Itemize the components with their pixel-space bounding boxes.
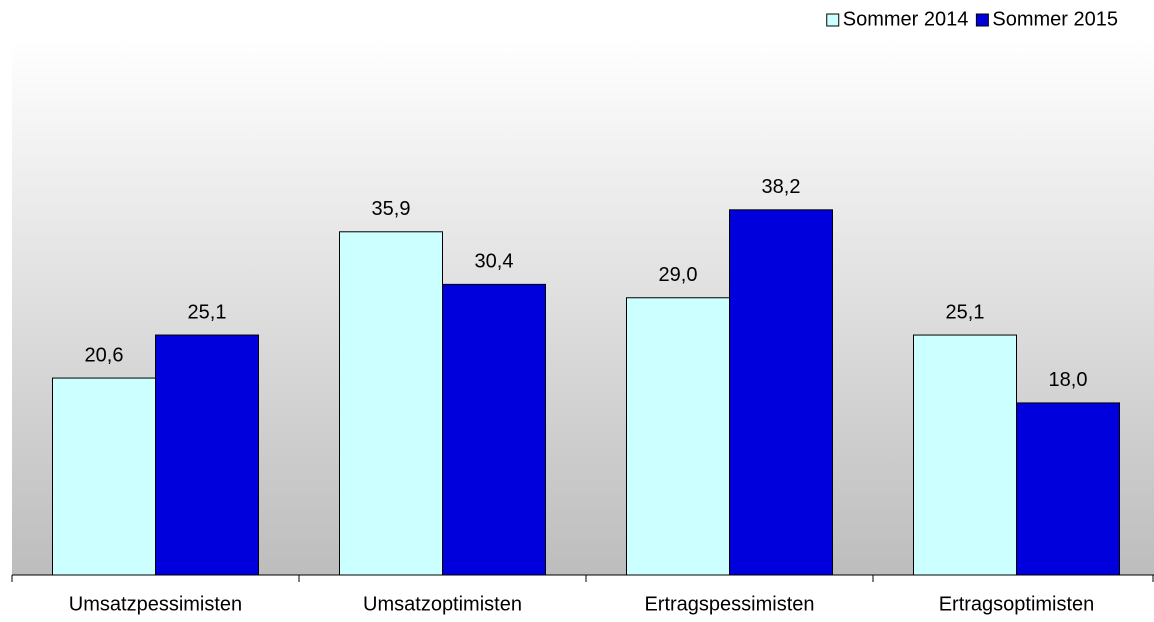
value-label: 30,4	[475, 251, 514, 273]
x-tick-label: Ertragsoptimisten	[939, 593, 1095, 615]
value-label: 38,2	[762, 176, 801, 198]
bar	[1016, 402, 1120, 576]
x-tick-label: Ertragspessimisten	[644, 593, 814, 615]
x-tick-label: Umsatzpessimisten	[69, 593, 242, 615]
value-label: 35,9	[372, 198, 411, 220]
bar	[442, 283, 546, 576]
x-tick-label: Umsatzoptimisten	[363, 593, 522, 615]
bar	[729, 209, 833, 576]
bar	[155, 334, 259, 576]
value-label: 20,6	[85, 344, 124, 366]
legend-label: Sommer 2015	[992, 8, 1118, 30]
value-label: 18,0	[1049, 369, 1088, 391]
value-label: 29,0	[659, 264, 698, 286]
bar	[52, 377, 156, 576]
value-label: 25,1	[188, 301, 227, 323]
legend-label: Sommer 2014	[843, 8, 969, 30]
legend-swatch	[826, 13, 840, 27]
bar	[626, 297, 730, 576]
value-label: 25,1	[946, 301, 985, 323]
bar	[339, 231, 443, 576]
legend-swatch	[975, 13, 989, 27]
bar	[913, 334, 1017, 576]
